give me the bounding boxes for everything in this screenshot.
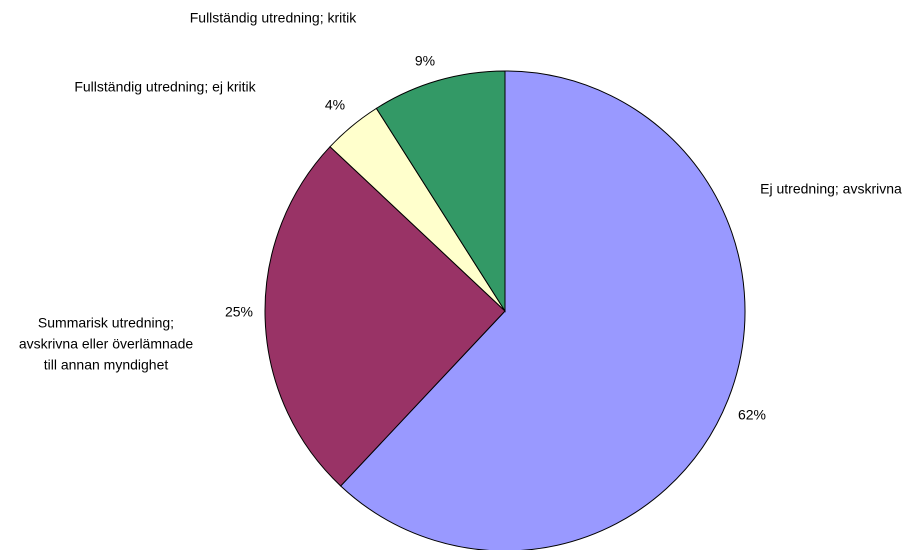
- slice-percent-label-2: 25%: [225, 304, 253, 320]
- slice-category-label-line: Fullständig utredning; ej kritik: [74, 79, 256, 95]
- slice-percent-label-4: 9%: [415, 53, 435, 69]
- slice-category-label-line: avskrivna eller överlämnade: [19, 336, 194, 352]
- slice-percent-label-1: 62%: [738, 407, 766, 423]
- slice-category-label-1: Ej utredning; avskrivna: [760, 181, 902, 197]
- pie-slices: [264, 70, 746, 550]
- pie-slice-4: [375, 70, 506, 313]
- slice-category-label-line: Fullständig utredning; kritik: [190, 10, 358, 26]
- pie-slice-1: [340, 70, 746, 550]
- slice-category-label-3: Fullständig utredning; ej kritik: [74, 79, 256, 95]
- slice-category-label-line: Ej utredning; avskrivna: [760, 181, 902, 197]
- slice-category-label-4: Fullständig utredning; kritik: [190, 10, 358, 26]
- pie-labels: 62% 25% 4% 9% Ej utredning; avskrivna Summari…: [19, 10, 902, 423]
- pie-slice-2: [264, 146, 506, 487]
- slice-category-label-line: Summarisk utredning;: [38, 315, 174, 331]
- slice-category-label-2: Summarisk utredning; avskrivna eller över…: [19, 315, 194, 373]
- slice-category-label-line: till annan myndighet: [44, 357, 169, 373]
- slice-percent-label-3: 4%: [325, 97, 345, 113]
